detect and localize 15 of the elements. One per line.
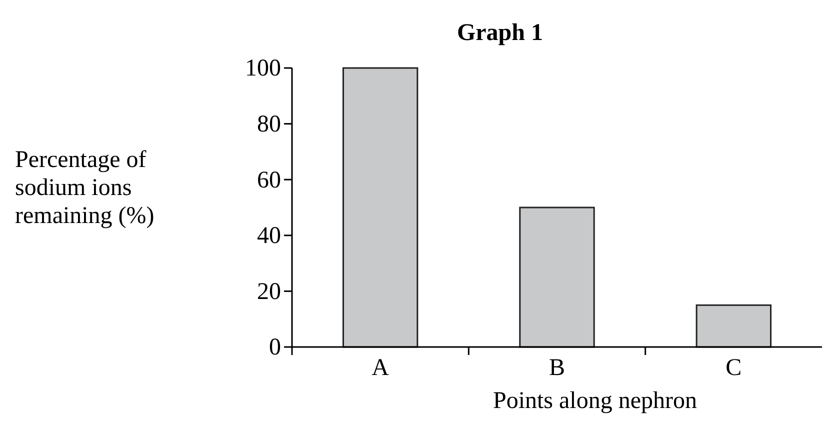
y-tick-label: 60 (257, 167, 281, 194)
y-tick-label: 100 (245, 56, 281, 82)
bar (696, 304, 772, 348)
x-axis-title: Points along nephron (493, 388, 697, 414)
y-tick-label: 0 (269, 334, 281, 361)
bar (342, 67, 418, 348)
y-tick-label: 80 (257, 111, 281, 138)
y-tick-label: 40 (257, 223, 281, 250)
y-axis-title: Percentage of sodium ions remaining (%) (15, 147, 154, 229)
y-tick-label: 20 (257, 278, 281, 305)
x-tick-label: A (372, 355, 390, 381)
x-tick-label: B (548, 355, 566, 381)
x-tick-label: C (726, 355, 742, 381)
chart-title: Graph 1 (456, 20, 544, 46)
bar (519, 206, 595, 348)
